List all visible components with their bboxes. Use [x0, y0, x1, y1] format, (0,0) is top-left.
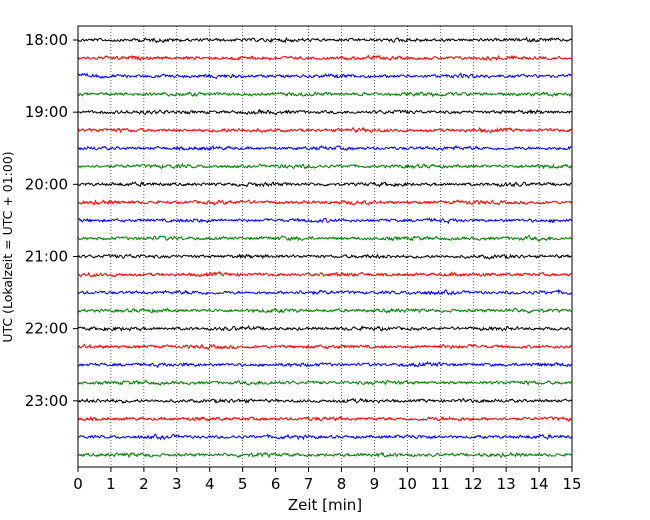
x-tick-label: 0 — [73, 475, 83, 493]
seismogram-trace — [77, 91, 572, 98]
x-tick-label: 11 — [431, 475, 450, 493]
y-tick-label: 20:00 — [25, 175, 68, 193]
seismogram-trace — [77, 199, 572, 206]
x-tick-label: 5 — [238, 475, 248, 493]
y-axis-label: UTC (Lokalzeit = UTC + 01:00) — [0, 151, 15, 342]
seismogram-trace — [77, 36, 572, 44]
x-tick-label: 12 — [464, 475, 483, 493]
seismogram-trace — [77, 181, 572, 188]
seismogram-trace — [77, 307, 572, 314]
x-tick-label: 8 — [337, 475, 347, 493]
seismogram-trace — [77, 144, 572, 152]
seismogram-trace — [77, 126, 572, 134]
seismogram-trace — [77, 433, 572, 441]
y-tick-label: 19:00 — [25, 103, 68, 121]
seismogram-trace — [77, 415, 572, 422]
seismogram-trace — [77, 217, 572, 225]
plot-frame — [77, 25, 573, 468]
x-tick-label: 9 — [370, 475, 380, 493]
seismogram-trace — [77, 343, 572, 351]
x-tick-label: 6 — [271, 475, 281, 493]
y-tick-label: 21:00 — [25, 247, 68, 265]
seismogram-trace — [77, 288, 572, 296]
seismogram-trace — [77, 270, 572, 278]
seismogram-trace — [77, 324, 572, 332]
y-tick-label: 22:00 — [25, 320, 68, 338]
x-tick-label: 10 — [398, 475, 417, 493]
x-axis: 0 1 2 3 4 5 6 7 8 9 10 11 12 13 14 15 — [73, 467, 582, 493]
x-tick-label: 15 — [562, 475, 581, 493]
x-tick-label: 13 — [497, 475, 516, 493]
y-axis: 18:00 19:00 20:00 21:00 22:00 23:00 — [25, 31, 78, 410]
x-tick-label: 3 — [172, 475, 182, 493]
seismogram-trace — [77, 235, 572, 242]
x-tick-label: 2 — [139, 475, 149, 493]
seismogram-trace — [77, 72, 572, 80]
seismogram-trace — [77, 360, 572, 369]
y-tick-label: 23:00 — [25, 392, 68, 410]
x-tick-label: 14 — [530, 475, 549, 493]
seismogram-trace — [77, 162, 572, 170]
x-axis-label: Zeit [min] — [288, 496, 362, 514]
x-tick-label: 4 — [205, 475, 215, 493]
seismogram-trace — [77, 253, 572, 260]
seismogram-trace — [77, 451, 572, 459]
x-tick-label: 1 — [106, 475, 116, 493]
seismogram-trace — [77, 108, 572, 116]
seismogram-trace — [77, 54, 572, 62]
y-tick-label: 18:00 — [25, 31, 68, 49]
seismogram-trace — [77, 397, 572, 404]
seismogram-traces — [77, 36, 572, 459]
x-tick-label: 7 — [304, 475, 314, 493]
seismogram-trace — [77, 379, 572, 386]
